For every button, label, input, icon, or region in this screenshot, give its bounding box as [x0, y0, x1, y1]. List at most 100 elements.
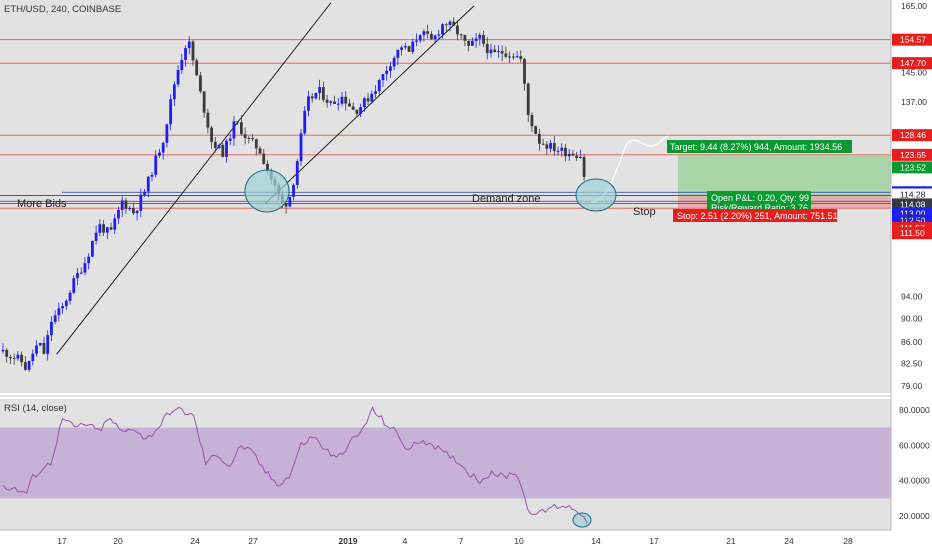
candle-body[interactable]: [187, 41, 191, 49]
candle-body[interactable]: [16, 354, 20, 359]
candle-body[interactable]: [120, 200, 124, 210]
candle-body[interactable]: [254, 139, 258, 149]
candle-body[interactable]: [1, 349, 5, 352]
candle-body[interactable]: [515, 56, 519, 58]
candle-body[interactable]: [113, 218, 117, 230]
candle-body[interactable]: [493, 49, 497, 52]
candle-body[interactable]: [284, 203, 288, 207]
candle-body[interactable]: [46, 335, 50, 354]
candle-body[interactable]: [68, 292, 72, 301]
candle-body[interactable]: [57, 308, 61, 316]
price-tag[interactable]: [892, 227, 932, 240]
candle-body[interactable]: [526, 83, 530, 115]
candle-body[interactable]: [362, 98, 366, 108]
candle-body[interactable]: [571, 153, 575, 156]
candle-body[interactable]: [210, 127, 213, 142]
candle-body[interactable]: [258, 148, 262, 154]
candle-body[interactable]: [146, 176, 150, 192]
pnl-info-box[interactable]: [707, 191, 811, 213]
candle-body[interactable]: [407, 46, 411, 52]
candle-body[interactable]: [299, 133, 303, 162]
candle-body[interactable]: [83, 263, 87, 273]
candle-body[interactable]: [392, 57, 396, 67]
candle-body[interactable]: [251, 138, 254, 140]
candle-body[interactable]: [467, 40, 471, 46]
candle-body[interactable]: [303, 110, 307, 134]
candle-body[interactable]: [459, 34, 463, 36]
candle-body[interactable]: [344, 96, 348, 104]
candle-body[interactable]: [131, 208, 135, 214]
candle-body[interactable]: [359, 107, 362, 114]
candle-body[interactable]: [240, 122, 243, 135]
candle-body[interactable]: [79, 272, 83, 274]
price-tag[interactable]: [892, 57, 932, 70]
candle-body[interactable]: [176, 69, 180, 85]
candle-body[interactable]: [500, 51, 504, 54]
candle-body[interactable]: [545, 144, 549, 149]
candle-body[interactable]: [310, 96, 314, 99]
candle-body[interactable]: [511, 56, 515, 58]
candle-body[interactable]: [348, 103, 351, 107]
candle-body[interactable]: [191, 41, 195, 61]
candle-body[interactable]: [541, 143, 545, 145]
candle-body[interactable]: [143, 191, 146, 195]
candle-body[interactable]: [489, 49, 493, 54]
candle-body[interactable]: [441, 24, 444, 35]
candle-body[interactable]: [389, 66, 392, 71]
candle-body[interactable]: [474, 38, 478, 41]
candle-body[interactable]: [158, 152, 161, 156]
candle-body[interactable]: [91, 240, 94, 257]
price-axis[interactable]: 165.00 145.00 137.00 94.00 90.00 86.00 82.50 79…: [901, 1, 927, 391]
rsi-axis[interactable]: 80.0000 60.0000 40.0000 20.0000: [899, 405, 930, 521]
target-info-box[interactable]: [667, 140, 852, 153]
candle-body[interactable]: [556, 150, 560, 152]
candle-body[interactable]: [232, 121, 236, 139]
candle-body[interactable]: [31, 353, 35, 361]
candle-body[interactable]: [217, 144, 221, 148]
candle-body[interactable]: [374, 91, 377, 94]
price-tag[interactable]: [892, 129, 932, 142]
candle-body[interactable]: [470, 40, 474, 46]
candle-body[interactable]: [504, 53, 508, 57]
candle-body[interactable]: [266, 163, 269, 171]
candle-body[interactable]: [20, 354, 24, 363]
candle-body[interactable]: [98, 224, 102, 233]
candle-body[interactable]: [426, 31, 430, 34]
candle-body[interactable]: [355, 109, 359, 114]
candle-body[interactable]: [195, 60, 199, 76]
candle-body[interactable]: [169, 99, 173, 125]
candle-body[interactable]: [221, 144, 225, 157]
candle-body[interactable]: [351, 106, 355, 110]
candle-body[interactable]: [124, 200, 128, 209]
demand-zone-ellipse[interactable]: [244, 169, 290, 213]
candle-body[interactable]: [109, 227, 113, 230]
candle-body[interactable]: [575, 155, 579, 158]
candle-body[interactable]: [463, 35, 467, 41]
candle-body[interactable]: [314, 92, 318, 99]
candle-body[interactable]: [523, 58, 526, 84]
candle-body[interactable]: [318, 87, 322, 93]
candle-body[interactable]: [61, 306, 64, 309]
candle-body[interactable]: [180, 59, 184, 70]
candle-body[interactable]: [139, 194, 143, 211]
candle-body[interactable]: [582, 156, 586, 177]
candle-body[interactable]: [400, 47, 403, 50]
candle-body[interactable]: [199, 75, 202, 92]
price-tag[interactable]: [892, 33, 932, 46]
candle-body[interactable]: [128, 208, 132, 210]
candle-body[interactable]: [288, 196, 292, 207]
candle-body[interactable]: [228, 138, 232, 141]
candle-body[interactable]: [366, 98, 370, 102]
target-zone[interactable]: [678, 155, 891, 197]
candle-body[interactable]: [385, 70, 389, 75]
candle-body[interactable]: [135, 210, 139, 214]
candle-body[interactable]: [72, 278, 76, 293]
candle-body[interactable]: [321, 87, 325, 100]
candle-body[interactable]: [87, 256, 91, 264]
candle-body[interactable]: [161, 142, 165, 153]
trendline[interactable]: [56, 2, 332, 355]
candle-body[interactable]: [225, 140, 228, 157]
time-axis[interactable]: 17 20 24 27 2019 4 7 10 14 17 21 24 28: [57, 536, 853, 546]
candle-body[interactable]: [452, 21, 456, 26]
candle-body[interactable]: [478, 34, 482, 39]
